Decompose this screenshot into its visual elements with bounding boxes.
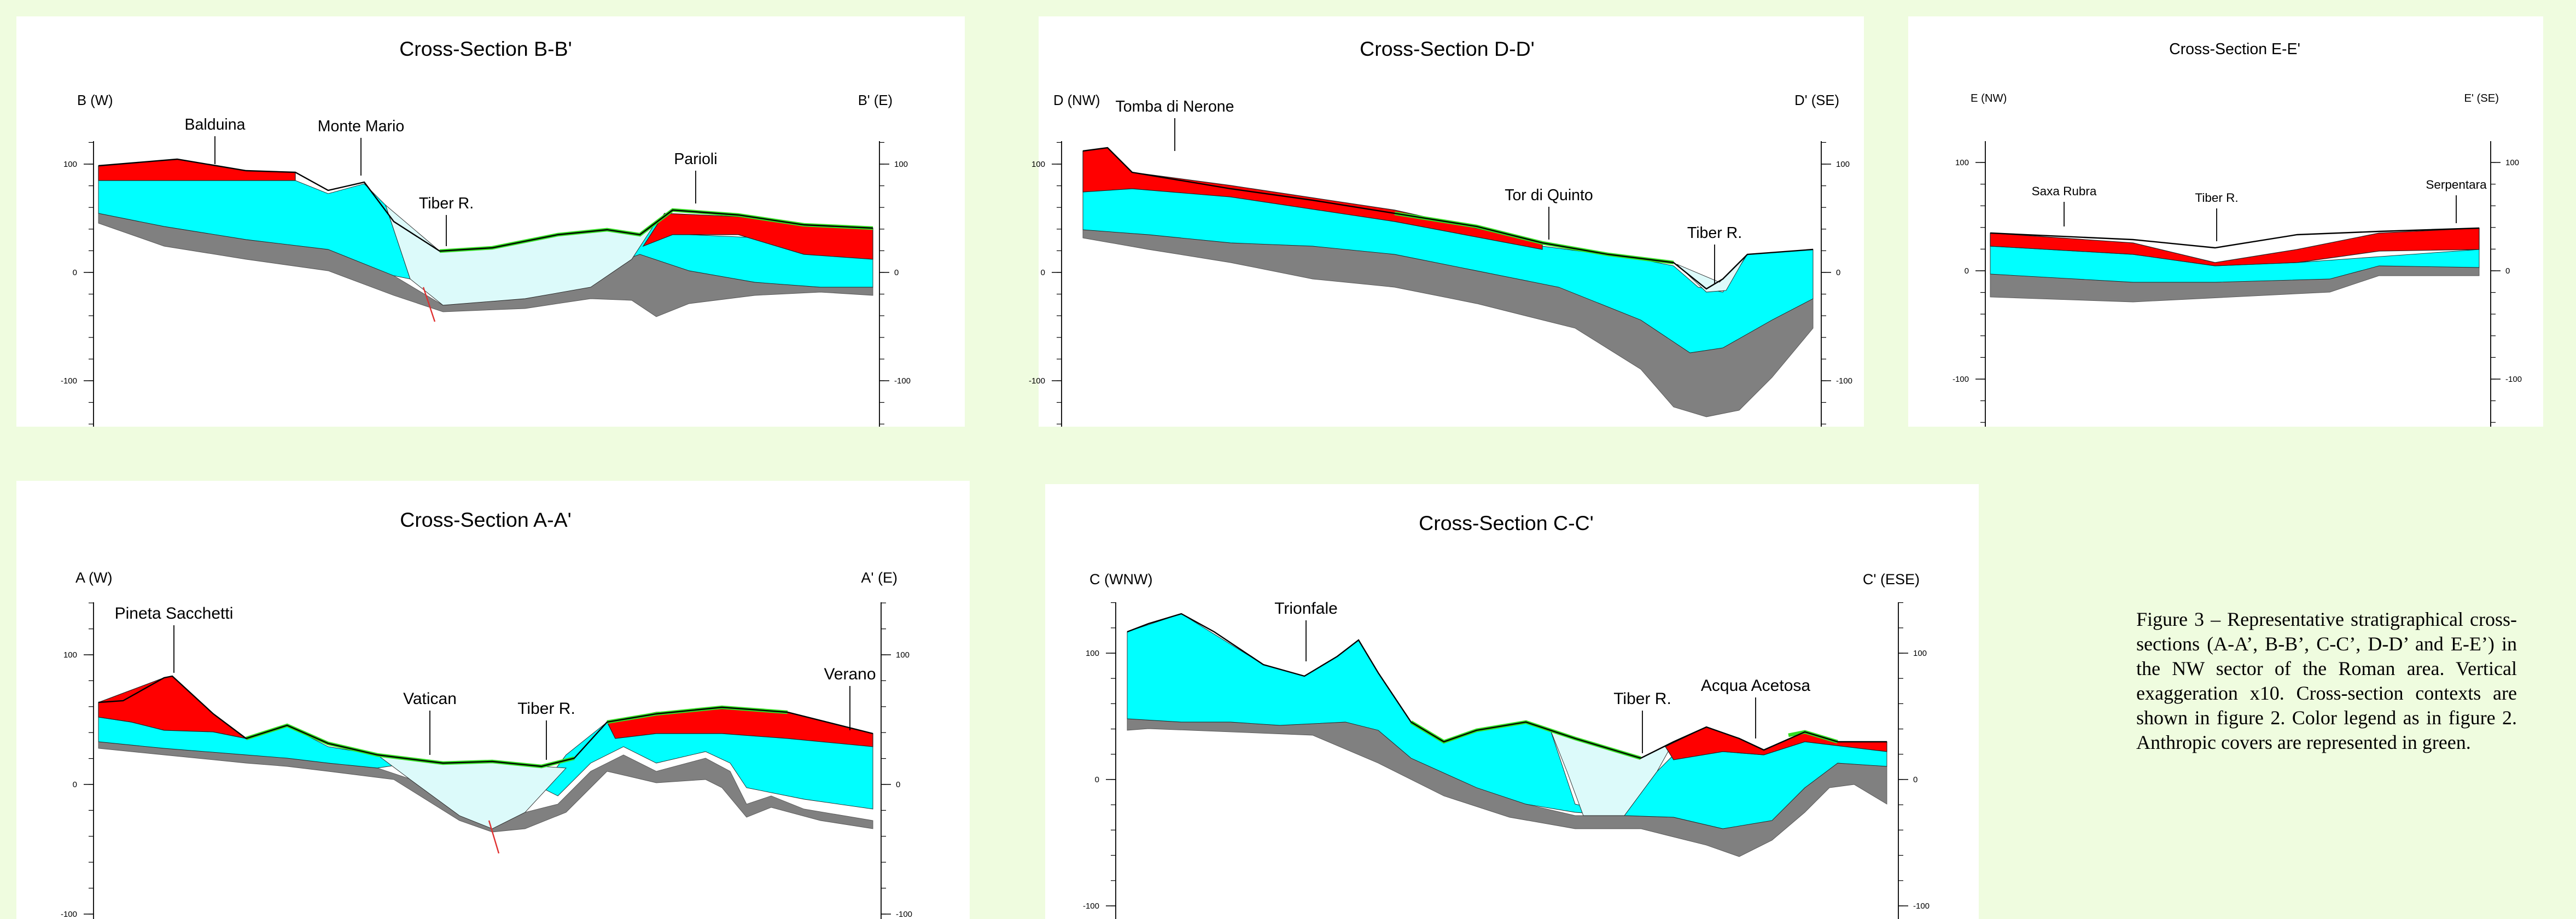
place-label: Acqua Acetosa [1701, 677, 1810, 695]
right-end-label: B' (E) [858, 93, 893, 108]
axis-tick-label: -100 [2505, 375, 2522, 384]
axis-tick-label: -100 [1029, 376, 1045, 386]
left-end-label: E (NW) [1971, 92, 2007, 104]
panel-title: Cross-Section C-C' [1419, 511, 1594, 534]
surface [98, 158, 873, 252]
place-label: Monte Mario [318, 118, 404, 135]
axis-tick-label: 0 [2505, 266, 2510, 276]
place-label: Serpentara [2426, 178, 2487, 191]
axis-tick-label: 100 [2505, 158, 2519, 167]
place-label: Balduina [185, 116, 246, 133]
right-end-label: E' (SE) [2464, 92, 2499, 104]
axis-tick-label: 0 [73, 780, 77, 789]
surface [1127, 613, 1887, 759]
place-label: Tiber R. [1687, 224, 1742, 242]
axis-tick-label: 0 [73, 268, 77, 277]
axis-tick-label: 100 [1086, 649, 1099, 658]
place-label: Parioli [674, 150, 717, 168]
axis-tick-label: 0 [1836, 268, 1840, 277]
axis-tick-label: 0 [1965, 266, 1969, 276]
axis-tick-label: 100 [1836, 160, 1850, 169]
axis-tick-label: 100 [1031, 160, 1045, 169]
axis-tick-label: 0 [1913, 775, 1918, 784]
surface [1990, 227, 2480, 249]
panel-title: Cross-Section A-A' [400, 508, 572, 531]
axis-tick-label: -100 [1953, 375, 1969, 384]
place-label: Tor di Quinto [1505, 187, 1593, 204]
place-label: Tiber R. [419, 195, 474, 212]
place-label: Pineta Sacchetti [115, 604, 234, 623]
axis-tick-label: 100 [63, 160, 77, 169]
place-label: Saxa Rubra [2032, 184, 2097, 198]
panel-title: Cross-Section E-E' [2169, 40, 2300, 58]
place-label: Trionfale [1274, 600, 1338, 618]
axis-tick-label: -100 [61, 910, 77, 919]
section-b [98, 158, 873, 322]
right-end-label: D' (SE) [1794, 93, 1839, 108]
place-label: Tomba di Nerone [1115, 98, 1234, 115]
layer-alluvium [1676, 255, 1746, 293]
place-label: Vatican [403, 690, 457, 708]
panel-title: Cross-Section D-D' [1360, 37, 1535, 60]
section-a [98, 675, 873, 854]
axis-tick-label: 100 [1913, 649, 1927, 658]
panel-e [1908, 16, 2543, 427]
fault [422, 287, 436, 322]
left-end-label: A (W) [75, 569, 113, 586]
left-end-label: D (NW) [1053, 93, 1100, 108]
panel-title: Cross-Section B-B' [399, 37, 572, 60]
axis-tick-label: -100 [894, 376, 911, 386]
fault [488, 820, 500, 854]
place-label: Tiber R. [2195, 191, 2238, 205]
place-label: Verano [824, 665, 876, 683]
axis-tick-label: -100 [61, 376, 77, 386]
section-d [1082, 147, 1814, 417]
section-e [1990, 227, 2480, 303]
layer-red [1990, 228, 2480, 266]
place-label: Tiber R. [517, 700, 575, 718]
figure-caption: Figure 3 – Representative stratigraphica… [2136, 608, 2517, 753]
axis-tick-label: -100 [1836, 376, 1852, 386]
axis-tick-label: -100 [1913, 901, 1930, 911]
axis-tick-label: 100 [1955, 158, 1969, 167]
surface [1082, 147, 1814, 290]
axis-tick-label: 0 [1041, 268, 1045, 277]
axis-tick-label: -100 [1083, 901, 1099, 911]
layer-cyan [98, 180, 411, 280]
left-end-label: C (WNW) [1089, 571, 1152, 588]
axis-tick-label: 100 [896, 650, 910, 660]
place-label: Tiber R. [1613, 690, 1671, 708]
surface [98, 675, 873, 767]
right-end-label: C' (ESE) [1863, 571, 1920, 588]
section-c [1127, 613, 1887, 857]
axis-tick-label: 0 [896, 780, 900, 789]
axis-tick-label: 0 [1095, 775, 1099, 784]
left-end-label: B (W) [77, 93, 113, 108]
axis-tick-label: -100 [896, 910, 912, 919]
axis-tick-label: 100 [63, 650, 77, 660]
axis-tick-label: 0 [894, 268, 899, 277]
right-end-label: A' (E) [861, 569, 897, 586]
axis-tick-label: 100 [894, 160, 908, 169]
